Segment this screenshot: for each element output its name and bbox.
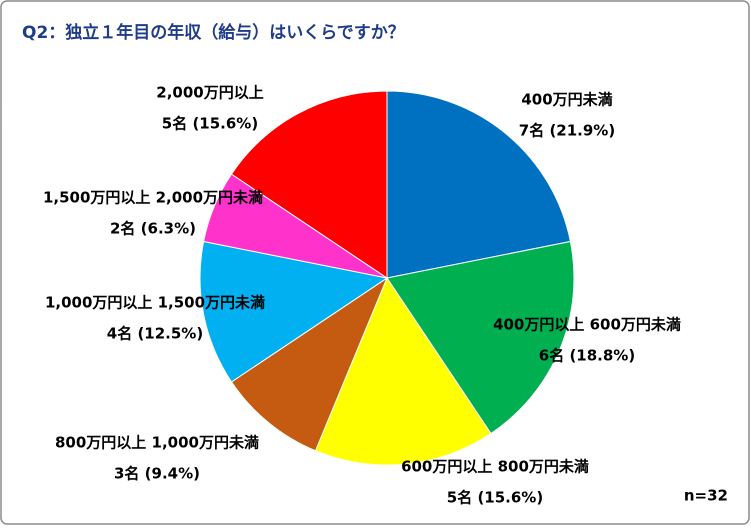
- slice-label: 2,000万円以上: [156, 84, 263, 102]
- slice-label: 1,000万円以上 1,500万円未満: [45, 294, 265, 312]
- value-label: 5名 (15.6%): [162, 115, 258, 133]
- pie-slice: [386, 90, 571, 279]
- pie-slice: [230, 90, 388, 279]
- pie-slice: [199, 240, 389, 383]
- pie-slice: [230, 276, 389, 452]
- chart-title: Q2：独立１年目の年収（給与）はいくらですか？: [22, 22, 405, 43]
- value-label: 5名 (15.6%): [447, 489, 543, 507]
- value-label: 7名 (21.9%): [519, 122, 615, 140]
- pie-slice: [386, 240, 575, 435]
- slice-label: 400万円以上 600万円未満: [493, 316, 681, 334]
- slice-label: 1,500万円以上 2,000万円未満: [43, 189, 263, 207]
- value-label: 2名 (6.3%): [110, 220, 196, 238]
- value-label: 6名 (18.8%): [539, 347, 635, 365]
- slice-label: 400万円未満: [521, 91, 612, 109]
- pie-slice: [314, 276, 492, 466]
- slice-label: 800万円以上 1,000万円未満: [55, 434, 259, 452]
- slice-label: 600万円以上 800万円未満: [401, 458, 589, 476]
- note: n=32: [684, 487, 728, 505]
- value-label: 3名 (9.4%): [114, 465, 200, 483]
- value-label: 4名 (12.5%): [107, 325, 203, 343]
